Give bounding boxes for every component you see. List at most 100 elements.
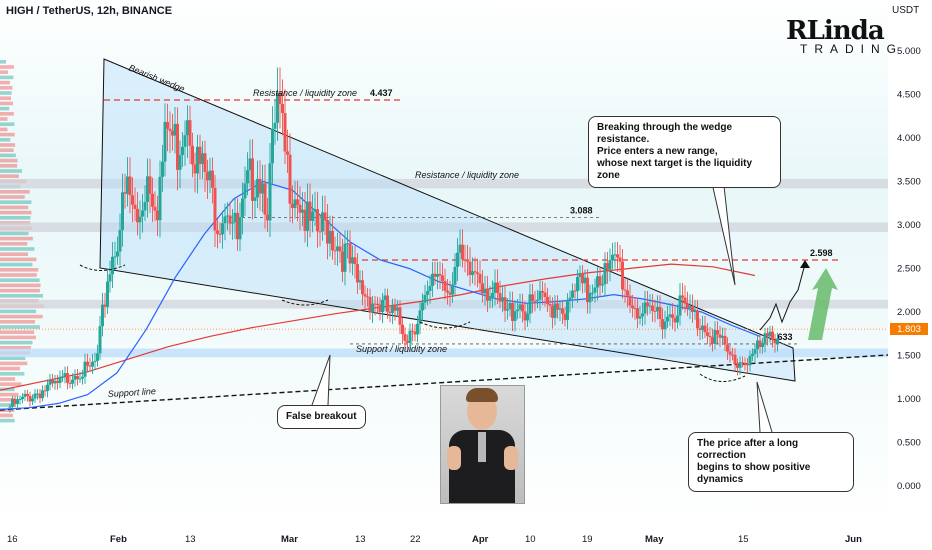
candle-body [123, 192, 127, 194]
candle-body [261, 183, 264, 194]
volume-bar [0, 330, 35, 334]
candle-body [653, 310, 657, 312]
candle-body [591, 292, 594, 294]
candle-body [126, 176, 129, 194]
candle-body [313, 209, 317, 212]
candle-body [688, 305, 692, 309]
candle-body [603, 263, 607, 285]
candle-body [308, 201, 312, 221]
volume-bar [0, 283, 41, 288]
candle-body [103, 304, 107, 307]
candle-body [463, 259, 467, 261]
candle-body [436, 273, 439, 277]
candle-body [616, 254, 619, 258]
candle-body [146, 176, 149, 202]
volume-bar [0, 132, 15, 137]
low-arc [699, 373, 746, 382]
volume-bar [0, 294, 43, 298]
candle-body [386, 295, 389, 312]
candle-body [613, 254, 617, 256]
volume-bar [0, 413, 13, 418]
candle-body [766, 333, 769, 337]
volume-bar [0, 153, 16, 158]
y-tick-label: 3.500 [897, 177, 921, 188]
volume-bar [0, 60, 7, 64]
candle-body [343, 243, 347, 272]
price-tag-label: 1.803 [897, 324, 921, 335]
candle-body [493, 282, 497, 293]
candle-body [661, 319, 664, 330]
symbol-title: HIGH / TetherUS, 12h, BINANCE [6, 5, 173, 17]
candle-body [736, 364, 739, 368]
ma-blue-line [0, 180, 761, 410]
candle-body [66, 373, 69, 383]
candle-body [228, 215, 232, 224]
candle-body [403, 334, 407, 341]
volume-bar [0, 392, 19, 397]
candle-body [593, 287, 597, 293]
candle-body [631, 305, 634, 309]
candle-body [731, 354, 734, 356]
volume-bar [0, 86, 13, 90]
candle-body [241, 198, 244, 218]
y-tick-label: 3.000 [897, 220, 921, 231]
candle-body [231, 222, 234, 224]
y-tick-label: 1.500 [897, 351, 921, 362]
candle-body [236, 212, 239, 240]
candle-body [543, 292, 547, 298]
volume-bar [0, 174, 19, 178]
volume-bar [0, 418, 15, 423]
candle-body [128, 176, 132, 196]
candle-body [443, 280, 447, 291]
volume-bar [0, 288, 40, 293]
candle-body [291, 203, 294, 209]
candle-body [668, 314, 672, 317]
candle-body [266, 214, 269, 221]
rlinda-logo: RLinda TRADING [786, 16, 896, 58]
candle-body [411, 330, 414, 332]
candle-body [321, 212, 324, 232]
candle-body [13, 398, 17, 405]
candle-body [738, 362, 742, 368]
candle-body [41, 390, 44, 399]
candle-body [753, 349, 757, 354]
candle-body [368, 296, 372, 313]
volume-bar [0, 340, 33, 345]
candle-body [401, 324, 404, 335]
candle-body [46, 384, 49, 392]
candle-body [341, 251, 344, 272]
callout-pointer [311, 354, 331, 406]
candle-body [658, 306, 662, 320]
candle-body [246, 170, 249, 184]
x-tick-label: Mar [281, 534, 298, 545]
volume-bar [0, 117, 8, 121]
candle-body [768, 331, 772, 337]
candle-body [423, 294, 427, 303]
level-label: 3.088 [570, 205, 593, 215]
candle-body [666, 316, 669, 322]
candle-body [618, 257, 622, 262]
candle-body [488, 297, 492, 301]
candle-body [263, 183, 267, 215]
volume-bar [0, 91, 12, 95]
candle-body [556, 303, 559, 310]
candle-body [53, 380, 57, 384]
volume-bar [0, 210, 32, 215]
candle-body [376, 303, 379, 305]
candle-body [456, 252, 459, 267]
candle-body [151, 193, 154, 207]
volume-bar [0, 158, 18, 163]
candle-body [86, 361, 89, 366]
candle-body [116, 251, 119, 257]
candle-body [501, 297, 504, 302]
candle-body [388, 311, 392, 313]
candle-body [608, 260, 612, 270]
candle-body [88, 365, 92, 367]
volume-bar [0, 398, 15, 402]
volume-bar [0, 164, 18, 168]
volume-bar [0, 112, 14, 116]
reaction-photo [440, 385, 525, 504]
candle-body [448, 292, 452, 295]
candle-body [93, 360, 97, 362]
candle-body [113, 256, 117, 258]
